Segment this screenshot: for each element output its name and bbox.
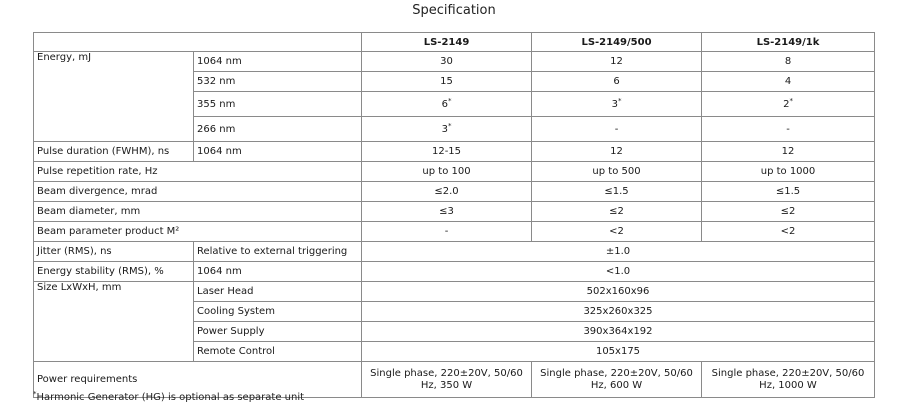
wavelength-cell: 1064 nm — [193, 141, 362, 162]
value-cell: 6 — [531, 71, 702, 92]
value-cell: ≤2.0 — [361, 181, 532, 202]
value-cell: ≤2 — [701, 201, 875, 222]
energy-label: Energy, mJ — [33, 51, 194, 142]
diameter-label: Beam diameter, mm — [33, 201, 362, 222]
value-cell: <1.0 — [361, 261, 875, 282]
table-row: Beam divergence, mrad ≤2.0 ≤1.5 ≤1.5 — [33, 181, 875, 202]
value-cell: 3* — [531, 91, 702, 117]
header-empty-cell — [33, 32, 362, 52]
value-cell: up to 100 — [361, 161, 532, 182]
footnote-mark: * — [447, 121, 452, 130]
value-cell: 12 — [531, 51, 702, 72]
table-row: Energy stability (RMS), % 1064 nm <1.0 — [33, 261, 875, 282]
value-cell: Single phase, 220±20V, 50/60 Hz, 350 W — [361, 361, 532, 398]
table-row: Beam parameter product M² - <2 <2 — [33, 221, 875, 242]
page-title: Specification — [412, 3, 496, 18]
value-cell: 30 — [361, 51, 532, 72]
value-cell: 4 — [701, 71, 875, 92]
value-cell: 12 — [531, 141, 702, 162]
value-cell: up to 1000 — [701, 161, 875, 182]
value-cell: Single phase, 220±20V, 50/60 Hz, 600 W — [531, 361, 702, 398]
value-text: 3 — [441, 123, 448, 135]
pulse-duration-label: Pulse duration (FWHM), ns — [33, 141, 194, 162]
table-row: 532 nm 15 6 4 — [34, 71, 875, 92]
table-row: Power Supply 390x364x192 — [34, 321, 875, 342]
value-cell: - — [701, 116, 875, 142]
value-text: 2 — [783, 98, 790, 110]
value-cell: 12-15 — [361, 141, 532, 162]
table-row: Power requirements Single phase, 220±20V… — [33, 361, 875, 398]
table-row: Beam diameter, mm ≤3 ≤2 ≤2 — [33, 201, 875, 222]
table-row: Size LxWxH, mm Laser Head 502x160x96 — [33, 281, 875, 362]
value-cell: 6* — [361, 91, 532, 117]
table-row: Remote Control 105x175 — [34, 341, 875, 362]
value-cell: 105x175 — [361, 341, 875, 362]
value-cell: 390x364x192 — [361, 321, 875, 342]
wavelength-cell: 532 nm — [193, 71, 362, 92]
value-cell: up to 500 — [531, 161, 702, 182]
wavelength-cell: 1064 nm — [193, 51, 362, 72]
value-cell: 2* — [701, 91, 875, 117]
wavelength-cell: 266 nm — [193, 116, 362, 142]
footnote-mark: * — [33, 390, 37, 398]
value-cell: ≤2 — [531, 201, 702, 222]
rep-rate-label: Pulse repetition rate, Hz — [33, 161, 362, 182]
value-text: 3 — [611, 98, 618, 110]
table-row: Pulse duration (FWHM), ns 1064 nm 12-15 … — [33, 141, 875, 162]
power-label: Power requirements — [33, 361, 362, 398]
value-cell: <2 — [531, 221, 702, 242]
size-label: Size LxWxH, mm — [33, 281, 194, 362]
stability-label: Energy stability (RMS), % — [33, 261, 194, 282]
header-ls-2149: LS-2149 — [361, 32, 532, 52]
table-row: 266 nm 3* - - — [34, 116, 875, 142]
size-part-cell: Power Supply — [193, 321, 362, 342]
value-cell: - — [361, 221, 532, 242]
value-cell: Single phase, 220±20V, 50/60 Hz, 1000 W — [701, 361, 875, 398]
footnote-mark: * — [617, 96, 622, 105]
header-ls-2149-1k: LS-2149/1k — [701, 32, 875, 52]
divergence-label: Beam divergence, mrad — [33, 181, 362, 202]
value-cell: ≤1.5 — [531, 181, 702, 202]
value-cell: ≤1.5 — [701, 181, 875, 202]
value-cell: - — [531, 116, 702, 142]
size-part-cell: Laser Head — [193, 281, 362, 302]
value-cell: <2 — [701, 221, 875, 242]
value-cell: 325x260x325 — [361, 301, 875, 322]
table-row: 355 nm 6* 3* 2* — [34, 91, 875, 117]
value-cell: ≤3 — [361, 201, 532, 222]
table-row: Jitter (RMS), ns Relative to external tr… — [33, 241, 875, 262]
jitter-sub-label: Relative to external triggering — [193, 241, 362, 262]
footnote-text: Harmonic Generator (HG) is optional as s… — [36, 392, 305, 403]
size-part-cell: Cooling System — [193, 301, 362, 322]
table-row: Pulse repetition rate, Hz up to 100 up t… — [33, 161, 875, 182]
value-cell: 8 — [701, 51, 875, 72]
wavelength-cell: 355 nm — [193, 91, 362, 117]
header-ls-2149-500: LS-2149/500 — [531, 32, 702, 52]
value-cell: 12 — [701, 141, 875, 162]
value-text: 6 — [441, 98, 448, 110]
value-cell: 15 — [361, 71, 532, 92]
footnote-mark: * — [789, 96, 793, 105]
specification-table: LS-2149 LS-2149/500 LS-2149/1k Energy, m… — [33, 32, 875, 398]
value-cell: ±1.0 — [361, 241, 875, 262]
footnote: *Harmonic Generator (HG) is optional as … — [33, 390, 305, 403]
footnote-mark: * — [447, 96, 452, 105]
m2-label: Beam parameter product M² — [33, 221, 362, 242]
table-row: Energy, mJ 1064 nm 30 12 8 — [33, 51, 875, 142]
value-cell: 502x160x96 — [361, 281, 875, 302]
jitter-label: Jitter (RMS), ns — [33, 241, 194, 262]
wavelength-cell: 1064 nm — [193, 261, 362, 282]
table-header-row: LS-2149 LS-2149/500 LS-2149/1k — [33, 32, 875, 52]
value-cell: 3* — [361, 116, 532, 142]
size-part-cell: Remote Control — [193, 341, 362, 362]
